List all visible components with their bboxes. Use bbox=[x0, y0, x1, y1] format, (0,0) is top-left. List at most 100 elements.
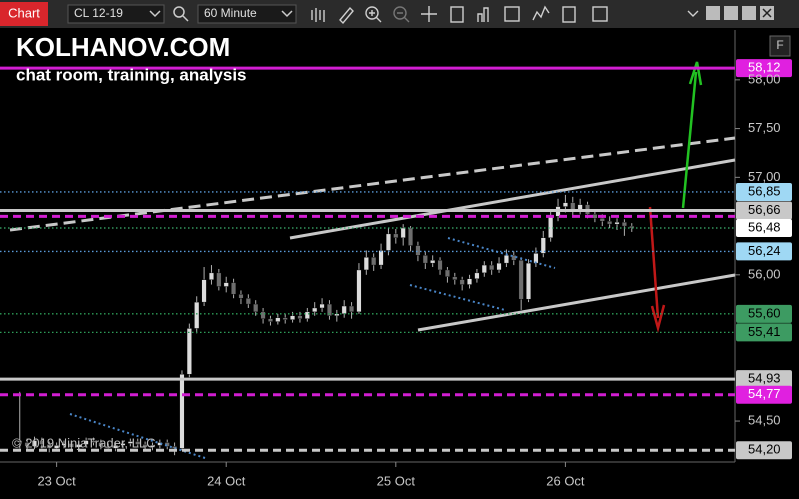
candle-body bbox=[245, 298, 251, 305]
app-tab[interactable] bbox=[0, 2, 48, 26]
candle-body bbox=[142, 444, 148, 448]
price-label-box bbox=[736, 385, 792, 404]
candle-body bbox=[562, 202, 568, 207]
panel-button[interactable] bbox=[769, 35, 791, 57]
candle-body bbox=[503, 255, 509, 264]
price-label: 56,66 bbox=[748, 202, 781, 217]
price-label-box bbox=[736, 59, 792, 78]
candle-body bbox=[437, 259, 443, 271]
trend-line bbox=[9, 136, 736, 232]
candle-body bbox=[54, 445, 60, 449]
trend-line bbox=[417, 273, 736, 332]
price-label: 54,93 bbox=[748, 371, 781, 386]
candle-body bbox=[548, 216, 554, 238]
copyright: © 2019 NinjaTrader, LLC bbox=[12, 435, 156, 450]
price-label-box bbox=[736, 323, 792, 342]
candle-body bbox=[592, 214, 598, 219]
candle-body bbox=[179, 374, 185, 449]
candle-body bbox=[194, 301, 200, 329]
price-levels: 58,12 56,85 56,66 56,48 56,24 55,60 55,41 54,93… bbox=[0, 59, 792, 460]
strategy-icon[interactable] bbox=[504, 6, 520, 22]
candle-body bbox=[31, 440, 37, 447]
dropdown-arrow bbox=[149, 10, 161, 18]
down-arrow bbox=[648, 206, 660, 319]
price-label: 54,20 bbox=[748, 442, 781, 457]
candle-body bbox=[459, 279, 465, 285]
crosshair-icon[interactable] bbox=[421, 6, 437, 22]
candle-body bbox=[304, 311, 310, 319]
candle-body bbox=[629, 225, 635, 229]
x-tick-label: 25 Oct bbox=[377, 473, 416, 488]
search-icon[interactable] bbox=[173, 6, 185, 18]
price-label-box bbox=[736, 441, 792, 460]
candle-body bbox=[319, 303, 325, 309]
price-label: 55,60 bbox=[748, 305, 781, 320]
price-label: 56,48 bbox=[748, 219, 781, 234]
bars-icon[interactable] bbox=[311, 8, 325, 22]
y-tick-label: 58,00 bbox=[748, 71, 781, 86]
drawings bbox=[9, 61, 736, 459]
draw-icon[interactable] bbox=[339, 6, 354, 25]
x-tick-label: 26 Oct bbox=[546, 473, 585, 488]
interval-selector[interactable] bbox=[197, 4, 297, 24]
price-label-box bbox=[736, 182, 792, 201]
candle-body bbox=[164, 442, 170, 447]
candle-body bbox=[76, 444, 82, 448]
price-label: 56,24 bbox=[748, 243, 781, 258]
candle-body bbox=[378, 250, 384, 266]
instrument-selector[interactable] bbox=[67, 4, 165, 24]
price-label-box bbox=[736, 304, 792, 323]
candle-body bbox=[356, 269, 362, 313]
analyzer-icon[interactable] bbox=[532, 5, 550, 21]
candle-body bbox=[489, 264, 495, 271]
y-tick-label: 57,50 bbox=[748, 120, 781, 135]
candle-body bbox=[415, 245, 421, 256]
zoom-in-icon[interactable] bbox=[365, 6, 379, 20]
candle-body bbox=[231, 282, 237, 295]
more-icon[interactable] bbox=[687, 10, 699, 17]
price-label: 56,85 bbox=[748, 183, 781, 198]
template-icon[interactable] bbox=[562, 6, 576, 23]
panel-button-label: F bbox=[776, 38, 783, 52]
search-icon-handle bbox=[182, 15, 189, 22]
candle-body bbox=[267, 318, 273, 322]
candle-body bbox=[599, 218, 605, 222]
candle-body bbox=[17, 440, 23, 443]
trend-line bbox=[69, 413, 206, 459]
candle-body bbox=[98, 442, 104, 447]
candle-body bbox=[363, 257, 369, 271]
candle-body bbox=[90, 440, 96, 443]
candle-body bbox=[481, 264, 487, 274]
candle-body bbox=[24, 442, 30, 447]
candle-body bbox=[68, 443, 74, 448]
candle-body bbox=[149, 445, 155, 448]
candle-body bbox=[467, 278, 473, 285]
candle-body bbox=[223, 282, 229, 287]
price-label-box bbox=[736, 219, 792, 238]
candle-body bbox=[452, 276, 458, 280]
minimize-button[interactable] bbox=[706, 6, 720, 20]
candle-body bbox=[39, 440, 45, 445]
grid-icon[interactable] bbox=[592, 6, 608, 22]
price-label-box bbox=[736, 242, 792, 261]
price-label: 58,12 bbox=[748, 60, 781, 75]
up-arrow-head bbox=[688, 61, 703, 86]
price-label: 55,41 bbox=[748, 324, 781, 339]
zoom-out-icon[interactable] bbox=[393, 6, 407, 20]
candle-body bbox=[526, 262, 532, 300]
candle-body bbox=[540, 237, 546, 254]
candle-body bbox=[393, 233, 399, 238]
candle-body bbox=[518, 259, 524, 300]
candle-body bbox=[127, 441, 133, 444]
maximize-button[interactable] bbox=[742, 6, 756, 20]
toolbar-icons bbox=[311, 5, 699, 25]
restore-button[interactable] bbox=[724, 6, 738, 20]
properties-icon[interactable] bbox=[450, 6, 464, 23]
candle-body bbox=[83, 440, 89, 445]
indicators-icon[interactable] bbox=[477, 7, 489, 22]
y-tick-label: 54,50 bbox=[748, 412, 781, 427]
candle-body bbox=[422, 255, 428, 264]
candle-body bbox=[46, 444, 52, 449]
dropdown-arrow bbox=[281, 10, 293, 18]
